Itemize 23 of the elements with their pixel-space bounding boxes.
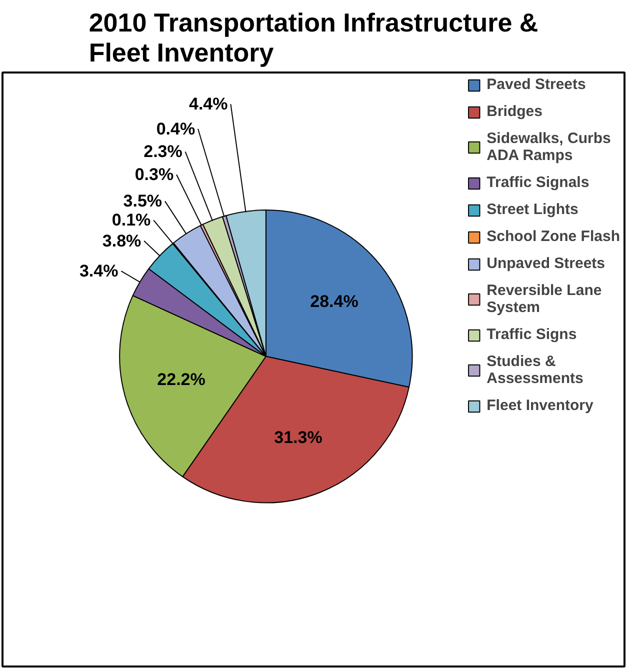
legend-label: Sidewalks, Curbs ADA Ramps — [486, 130, 611, 164]
data-label: 3.4% — [79, 262, 118, 281]
data-label: 2.3% — [144, 142, 182, 162]
legend-label: Reversible Lane System — [486, 282, 602, 316]
legend-label: Traffic Signals — [486, 174, 590, 191]
legend-label: Unpaved Streets — [486, 255, 606, 272]
data-label: 3.5% — [123, 192, 162, 211]
data-label: 0.4% — [156, 119, 196, 138]
legend-label: Bridges — [486, 103, 542, 120]
data-label: 0.1% — [112, 210, 151, 230]
data-label: 4.4% — [189, 94, 228, 114]
legend-label: School Zone Flash — [486, 228, 620, 245]
data-label: 22.2% — [157, 370, 206, 390]
legend-label: Street Lights — [486, 201, 578, 218]
data-label: 3.8% — [102, 231, 142, 250]
legend-label: Traffic Signs — [486, 326, 577, 343]
chart-title: 2010 Transportation Infrastructure & Fleet Inventory — [88, 8, 538, 68]
legend-label: Studies & Assessments — [486, 353, 584, 387]
legend-label: Fleet Inventory — [486, 397, 594, 414]
data-label: 28.4% — [310, 292, 358, 312]
legend-label: Paved Streets — [486, 76, 586, 93]
data-label: 31.3% — [274, 428, 322, 448]
data-label: 0.3% — [134, 165, 174, 184]
